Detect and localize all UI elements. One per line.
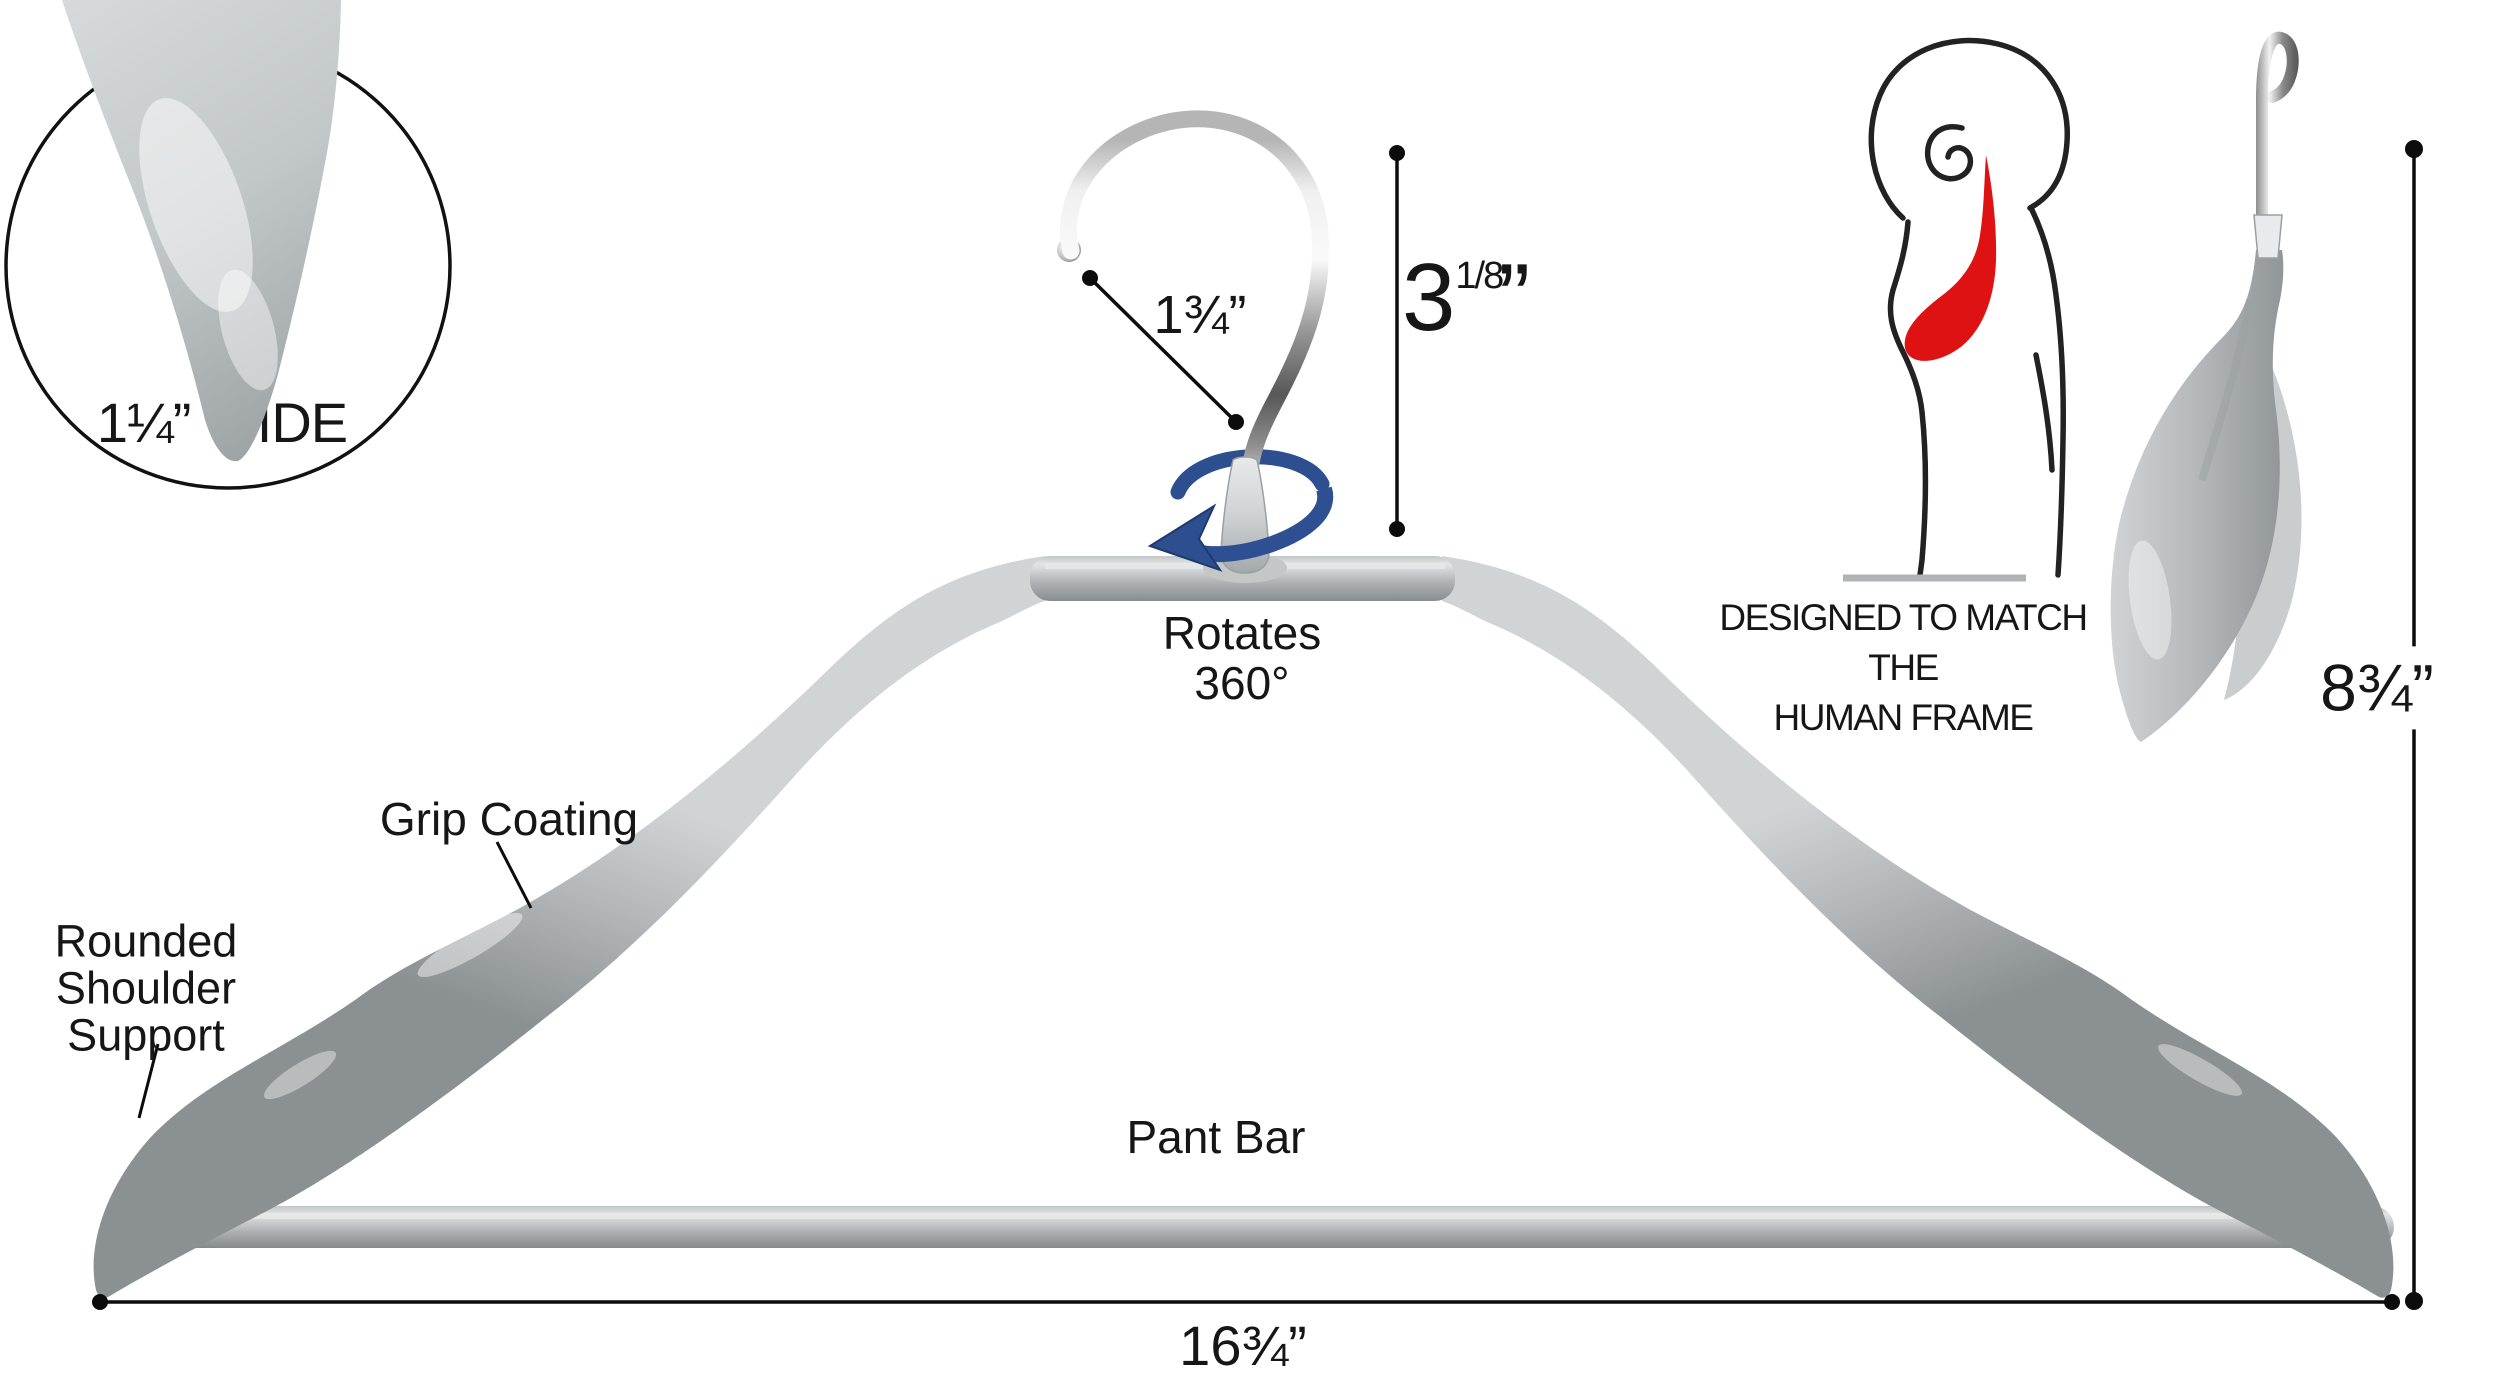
main-hanger-illustration <box>93 110 2394 1298</box>
hook-height-dimension: 31/8” <box>1402 250 1530 346</box>
dim-dot <box>2405 140 2423 158</box>
figure-back <box>2029 207 2066 578</box>
human-figure <box>1868 37 2070 578</box>
shoulder-label-line2: Shoulder <box>55 962 237 1014</box>
inset-highlight <box>139 98 253 312</box>
figure-front-torso <box>1887 219 1929 578</box>
side-height-dimension: 8¾” <box>2308 646 2446 730</box>
shoulder-label-line3: Support <box>67 1009 225 1061</box>
rotation-arrow-icon-head <box>1147 503 1223 572</box>
dim-dot <box>1389 521 1405 537</box>
dim-dot <box>2405 1292 2423 1310</box>
shoulder-label-line1: Rounded <box>54 915 238 967</box>
frame-note-line2: THE <box>1868 647 1939 688</box>
dimension-endpoints <box>92 140 2423 1310</box>
dim-dot <box>92 1294 108 1310</box>
side-view-hook <box>2256 31 2299 224</box>
frame-note-line1: DESIGNED TO MATCH <box>1719 597 2088 638</box>
pant-bar-label: Pant Bar <box>1126 1111 1306 1164</box>
left-shoulder-arm <box>93 556 1045 1298</box>
rotates-line: Rotates <box>1162 607 1322 659</box>
shoulder-glint-right <box>2158 1044 2242 1096</box>
side-view-ferrule <box>2253 214 2283 259</box>
figure-head <box>1868 37 2070 221</box>
dim-dot <box>2384 1294 2400 1310</box>
rotates-360-label: Rotates 360° <box>1163 608 1322 708</box>
frame-note-line3: HUMAN FRAME <box>1773 697 2034 738</box>
shoulder-glint-left <box>417 912 523 978</box>
shoulder-glint-left-2 <box>263 1050 337 1100</box>
grip-coating-label: Grip Coating <box>379 793 639 846</box>
side-view-body <box>2110 250 2284 742</box>
pointer-grip-coating <box>495 841 533 909</box>
pant-bar <box>118 1206 2394 1248</box>
hook-height-whole: 3 <box>1402 244 1456 351</box>
rotates-degrees: 360° <box>1194 657 1290 709</box>
dimension-line-hook-width <box>1088 276 1238 424</box>
inset-highlight-2 <box>218 269 278 391</box>
hook-height-unit: ” <box>1498 244 1531 351</box>
dim-dot <box>1082 270 1098 286</box>
side-view-glint <box>2128 540 2172 660</box>
inset-closeup: 1¼” WIDE <box>4 0 452 490</box>
side-view-hanger <box>2110 31 2302 742</box>
neck-muscle-highlight <box>1904 155 1997 361</box>
swivel-hook <box>1060 110 1330 487</box>
human-frame-note: DESIGNED TO MATCH THE HUMAN FRAME <box>1719 593 2088 743</box>
side-view-crease <box>2198 299 2254 482</box>
figure-arm-line <box>2033 352 2055 473</box>
hanger-width-dimension: 16¾” <box>1179 1313 1307 1377</box>
dim-dot <box>1228 414 1244 430</box>
figure-ear <box>1924 124 1974 182</box>
rounded-shoulder-support-label: Rounded Shoulder Support <box>55 918 238 1059</box>
hook-width-dimension: 1¾” <box>1153 284 1247 345</box>
right-shoulder-arm <box>1442 556 2394 1298</box>
hook-height-fraction: 1/8 <box>1455 255 1504 297</box>
pointer-shoulder-support <box>137 1043 160 1119</box>
dim-dot <box>1389 145 1405 161</box>
